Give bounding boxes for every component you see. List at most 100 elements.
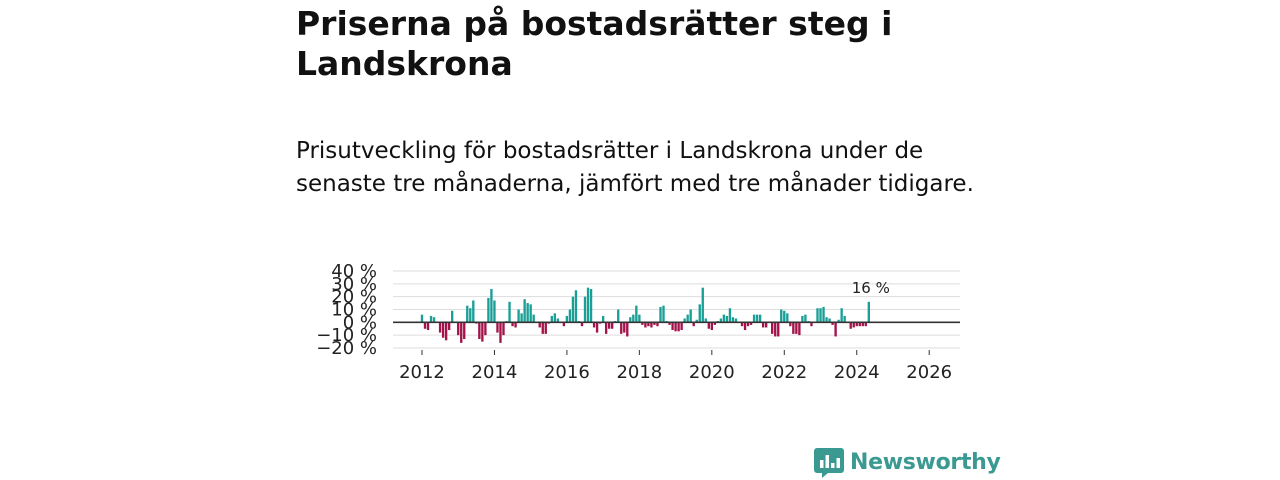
bar <box>698 304 701 323</box>
bar <box>780 309 783 323</box>
bar <box>771 322 774 334</box>
bars <box>420 287 870 343</box>
bar <box>532 314 535 323</box>
y-tick-label: 0 % <box>343 312 377 333</box>
bar <box>734 318 738 323</box>
bar <box>487 297 490 323</box>
bar <box>490 288 493 323</box>
bar <box>647 322 650 327</box>
bar <box>438 322 442 333</box>
bar <box>429 315 433 323</box>
bar <box>840 308 843 323</box>
bar <box>792 322 795 334</box>
y-tick-label: 30 % <box>331 274 377 295</box>
bar <box>586 287 590 323</box>
bar <box>589 288 593 323</box>
x-tick-label: 2026 <box>906 362 952 383</box>
bar <box>472 300 475 323</box>
bar <box>834 322 837 337</box>
bar <box>683 318 686 323</box>
bar <box>783 310 786 323</box>
x-tick-label: 2020 <box>689 362 735 383</box>
x-axis-tick-labels: 2012 2014 2016 2018 2020 2022 2024 2026 <box>399 350 952 383</box>
bar <box>541 322 544 334</box>
bar <box>777 322 780 337</box>
bar <box>623 322 626 333</box>
bar <box>668 322 671 325</box>
bar <box>746 322 750 327</box>
bar <box>743 322 747 331</box>
bar <box>707 322 710 329</box>
bar <box>852 322 855 328</box>
bar <box>463 322 466 340</box>
bar <box>626 322 629 337</box>
bar <box>864 322 867 327</box>
bar <box>819 308 822 323</box>
bar <box>641 322 644 325</box>
bar <box>517 309 520 323</box>
bar <box>710 322 713 331</box>
bar <box>843 315 846 323</box>
bar <box>469 308 472 323</box>
bar <box>460 322 463 343</box>
bar <box>611 322 614 329</box>
bar <box>680 322 683 331</box>
y-axis-tick-labels: 40 %30 %20 %10 %0 %−10 %−20 % <box>316 261 377 359</box>
bar <box>553 313 556 323</box>
bar <box>837 319 840 323</box>
y-tick-label: −10 % <box>316 325 377 346</box>
bar <box>502 322 505 336</box>
bar <box>608 322 611 329</box>
bar <box>629 317 632 323</box>
bar <box>481 322 484 342</box>
bar <box>514 322 517 328</box>
bar <box>858 322 861 327</box>
bar <box>601 315 605 323</box>
bar <box>722 314 726 323</box>
bar <box>816 308 819 323</box>
y-tick-label: 20 % <box>331 287 377 308</box>
bar <box>704 318 707 323</box>
bar <box>620 322 623 334</box>
bar <box>671 322 674 331</box>
bar <box>538 322 541 328</box>
bar <box>861 322 864 327</box>
bar <box>444 322 448 341</box>
bar <box>650 322 653 328</box>
bar <box>520 313 523 323</box>
bar <box>752 314 756 323</box>
bar <box>493 300 496 323</box>
chart-title: Priserna på bostadsrätter steg i Landskr… <box>296 4 893 83</box>
bar <box>758 314 762 323</box>
bar <box>423 322 427 329</box>
bar <box>786 313 789 323</box>
bar <box>499 322 502 343</box>
bar <box>420 314 424 323</box>
bar <box>855 322 858 327</box>
bar <box>511 322 514 327</box>
bar <box>801 315 804 323</box>
bar <box>635 305 638 323</box>
bar <box>583 296 587 323</box>
bar <box>568 309 572 323</box>
bar <box>755 314 759 323</box>
bar <box>574 290 578 323</box>
bar <box>441 322 445 338</box>
bar <box>695 319 698 323</box>
bar <box>451 310 454 323</box>
bar <box>867 301 870 323</box>
bar <box>653 322 656 325</box>
newsworthy-brand: Newsworthy <box>814 446 1001 478</box>
bar <box>731 317 735 323</box>
bar <box>447 322 451 331</box>
bar <box>701 287 704 323</box>
bar <box>795 322 798 334</box>
x-tick-label: 2016 <box>544 362 590 383</box>
bar <box>592 322 596 328</box>
bar <box>529 304 532 323</box>
bar <box>478 322 481 340</box>
bar <box>804 314 807 323</box>
bar <box>595 322 599 333</box>
bar <box>774 322 777 337</box>
bar <box>719 318 723 323</box>
